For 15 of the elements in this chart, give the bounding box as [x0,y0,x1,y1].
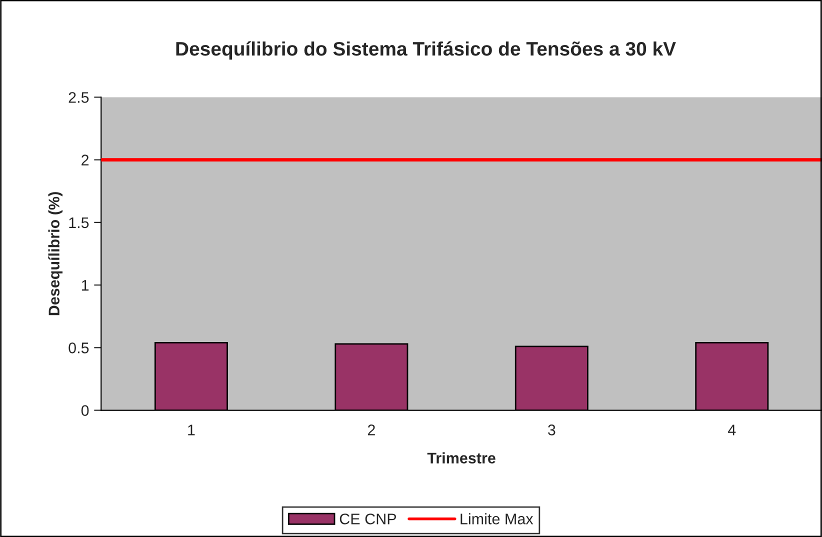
legend-label: Limite Max [460,513,534,524]
y-tick-label: 0 [81,405,89,416]
x-tick-label: 3 [548,424,556,436]
y-tick-label: 0.5 [68,342,89,354]
x-tick-label: 1 [188,424,195,436]
y-axis-title: Desequílibrio (%) [48,192,63,316]
x-tick-label: 2 [368,424,375,436]
y-tick-label: 1 [82,280,89,291]
legend-label: CE CNP [340,514,396,524]
y-tick-label: 1.5 [69,217,89,228]
x-tick-label: 4 [728,424,736,436]
chart-title: Desequílibrio do Sistema Trifásico de Tensões a 30 kV [176,41,676,60]
y-tick-label: 2 [82,154,89,166]
y-tick-label: 2.5 [68,92,89,103]
x-axis-title: Trimestre [427,452,496,464]
